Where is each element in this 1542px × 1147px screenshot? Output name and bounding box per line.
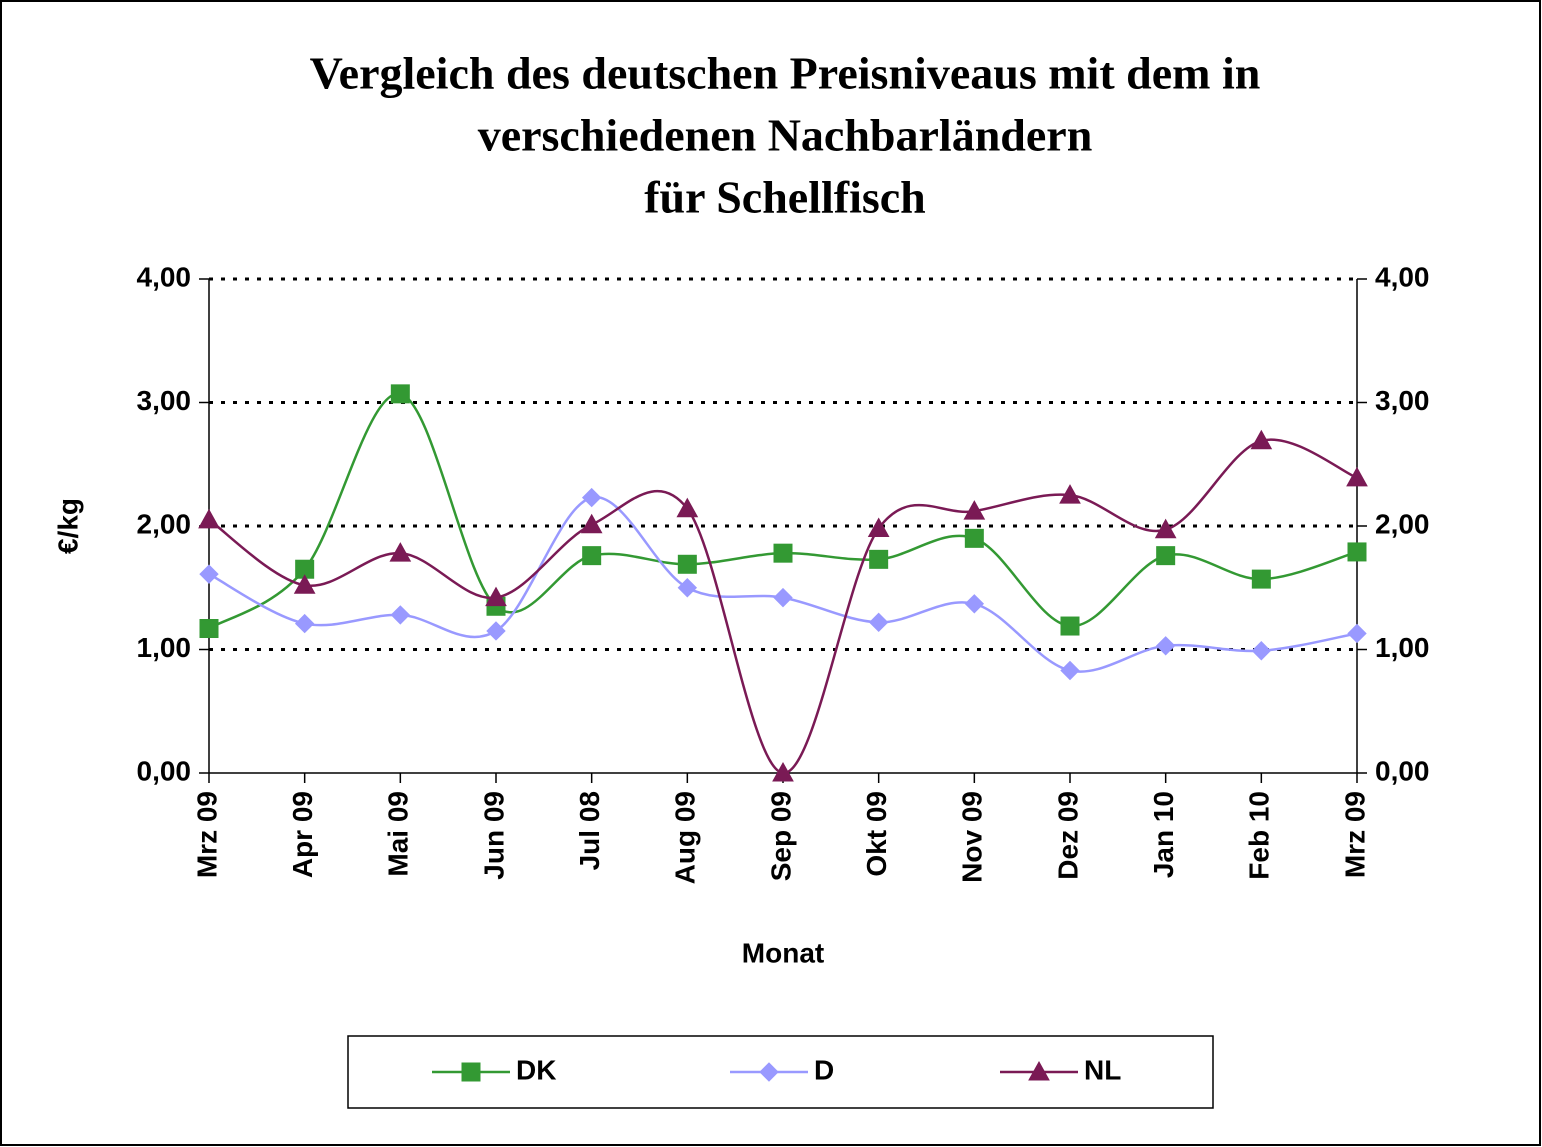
x-tick-label: Nov 09 (957, 791, 988, 883)
marker (677, 554, 697, 574)
x-tick-label: Mai 09 (383, 791, 414, 877)
marker (772, 761, 794, 782)
marker (867, 517, 890, 537)
x-tick-label: Jul 08 (574, 791, 605, 870)
y2-tick-label: 4,00 (1375, 261, 1430, 292)
marker (580, 513, 603, 534)
marker (389, 542, 412, 562)
y2-tick-label: 0,00 (1375, 755, 1430, 786)
marker (485, 586, 507, 607)
marker (1060, 616, 1080, 636)
y-tick-label: 2,00 (137, 508, 192, 539)
chart-title: für Schellfisch (644, 172, 926, 223)
marker (1155, 636, 1176, 656)
marker (582, 546, 602, 566)
marker (581, 487, 602, 508)
y-tick-label: 4,00 (137, 261, 192, 292)
x-tick-label: Apr 09 (287, 791, 318, 878)
x-axis-title: Monat (742, 937, 824, 968)
marker (676, 497, 699, 518)
marker (1059, 484, 1081, 504)
legend-label: NL (1084, 1054, 1121, 1085)
x-tick-label: Sep 09 (765, 791, 796, 881)
x-tick-label: Mrz 09 (1339, 791, 1370, 878)
marker (198, 508, 220, 529)
chart-title: Vergleich des deutschen Preisniveaus mit… (310, 48, 1261, 99)
chart-title: verschiedenen Nachbarländern (478, 110, 1093, 161)
marker (964, 594, 985, 614)
marker (461, 1062, 481, 1082)
marker (1154, 518, 1177, 539)
y2-tick-label: 1,00 (1375, 632, 1430, 663)
x-tick-label: Aug 09 (670, 791, 701, 884)
marker (1347, 542, 1367, 562)
marker (869, 549, 889, 569)
marker (486, 621, 506, 641)
marker (1251, 569, 1271, 589)
marker (1250, 429, 1273, 450)
x-tick-label: Mrz 09 (191, 791, 222, 878)
marker (868, 612, 889, 633)
y2-tick-label: 3,00 (1375, 385, 1430, 416)
marker (1347, 623, 1367, 644)
y-tick-label: 1,00 (137, 632, 192, 663)
marker (293, 574, 316, 594)
y-axis-title: €/kg (52, 498, 83, 554)
marker (759, 1062, 779, 1082)
x-tick-label: Jan 10 (1148, 791, 1179, 878)
marker (1251, 641, 1272, 661)
y2-tick-label: 2,00 (1375, 508, 1430, 539)
y-tick-label: 0,00 (137, 755, 192, 786)
marker (294, 613, 315, 634)
marker (199, 564, 219, 584)
marker (677, 578, 698, 598)
marker (390, 605, 411, 625)
marker (773, 587, 793, 608)
marker (1156, 546, 1176, 566)
marker (964, 528, 984, 548)
x-tick-label: Feb 10 (1244, 791, 1275, 880)
marker (199, 619, 219, 639)
y-tick-label: 3,00 (137, 385, 192, 416)
marker (773, 543, 793, 563)
marker (390, 384, 410, 404)
marker (1060, 660, 1080, 681)
marker (1346, 466, 1368, 487)
x-tick-label: Jun 09 (478, 791, 509, 880)
series-line (208, 392, 1358, 630)
marker (1028, 1060, 1050, 1081)
x-tick-label: Okt 09 (861, 791, 892, 877)
legend-label: D (814, 1054, 834, 1085)
marker (963, 500, 986, 520)
legend-label: DK (516, 1054, 556, 1085)
x-tick-label: Dez 09 (1052, 791, 1083, 880)
